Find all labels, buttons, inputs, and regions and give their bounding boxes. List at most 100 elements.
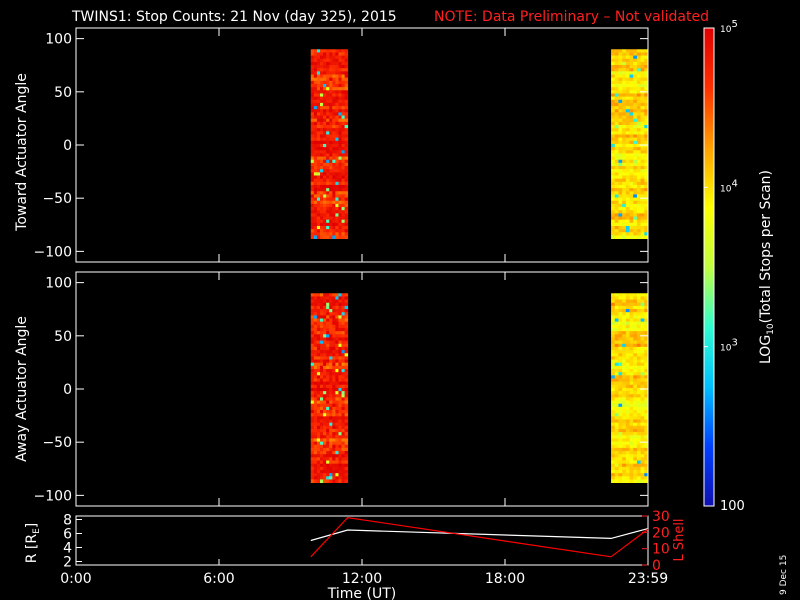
heatmap-cell — [319, 203, 324, 208]
heatmap-cell — [640, 102, 645, 107]
heatmap-cell — [341, 400, 346, 405]
heatmap-cell — [625, 435, 630, 439]
heatmap-cell — [313, 441, 318, 446]
heatmap-cell — [611, 397, 616, 401]
heatmap-cell — [310, 315, 315, 319]
heatmap-cell — [310, 343, 315, 348]
heatmap-cell — [344, 438, 349, 442]
heatmap-cell — [332, 375, 336, 379]
heatmap-cell — [323, 359, 327, 364]
heatmap-cell — [611, 150, 616, 154]
heatmap-cell — [625, 302, 630, 307]
heatmap-cell — [633, 356, 638, 360]
heatmap-cell — [338, 222, 342, 227]
heatmap-cell — [323, 109, 327, 113]
heatmap-cell — [338, 106, 342, 110]
heatmap-cell — [310, 365, 315, 370]
heatmap-cell — [335, 188, 339, 192]
heatmap-cell — [338, 479, 342, 483]
heatmap-cell — [310, 49, 315, 53]
heatmap-cell — [644, 387, 649, 392]
heatmap-cell — [323, 469, 327, 474]
heatmap-cell — [622, 83, 627, 88]
heatmap-cell — [338, 52, 342, 56]
heatmap-cell — [636, 444, 642, 449]
heatmap-cell — [633, 438, 638, 442]
heatmap-cell — [625, 49, 630, 53]
heatmap-cell — [611, 121, 616, 126]
heatmap-cell — [310, 340, 315, 345]
heatmap-cell — [341, 49, 346, 53]
heatmap-cell — [329, 143, 333, 148]
heatmap-cell — [640, 203, 645, 208]
heatmap-cell — [629, 61, 634, 66]
heatmap-cell — [622, 118, 627, 123]
heatmap-cell — [316, 216, 321, 221]
heatmap-cell — [338, 394, 342, 398]
heatmap-cell — [629, 197, 634, 202]
heatmap-cell — [644, 219, 649, 224]
heatmap-cell — [335, 331, 339, 335]
heatmap-cell — [633, 372, 638, 376]
heatmap-cell — [319, 235, 324, 239]
heatmap-cell — [640, 403, 645, 408]
heatmap-cell — [313, 58, 318, 63]
heatmap-cell — [323, 219, 327, 224]
heatmap-cell — [636, 302, 642, 307]
heatmap-cell — [341, 387, 346, 392]
heatmap-cell — [622, 55, 627, 60]
heatmap-cell — [335, 334, 339, 338]
heatmap-cell — [332, 74, 336, 79]
heatmap-cell — [640, 479, 645, 483]
heatmap-cell — [344, 131, 349, 135]
heatmap-cell — [316, 315, 321, 319]
heatmap-cell — [316, 49, 321, 53]
heatmap-cell — [633, 403, 638, 408]
heatmap-cell — [310, 61, 315, 66]
heatmap-cell — [341, 457, 346, 461]
heatmap-cell — [629, 181, 634, 186]
heatmap-cell — [332, 140, 336, 145]
heatmap-cell — [611, 87, 616, 91]
heatmap-cell — [640, 71, 645, 75]
heatmap-cell — [329, 147, 333, 151]
heatmap-cell — [618, 466, 623, 471]
heatmap-cell — [329, 216, 333, 221]
heatmap-cell — [629, 55, 634, 60]
heatmap-cell — [329, 353, 333, 357]
heatmap-cell — [625, 235, 630, 239]
heatmap-cell — [319, 137, 324, 142]
heatmap-cell — [640, 169, 645, 173]
heatmap-cell — [618, 216, 623, 221]
heatmap-cell — [640, 229, 645, 233]
heatmap-cell — [326, 466, 330, 471]
heatmap-cell — [614, 457, 619, 461]
heatmap-cell — [614, 118, 619, 123]
heatmap-cell — [625, 55, 630, 60]
heatmap-cell — [640, 80, 645, 85]
heatmap-cell — [625, 441, 630, 446]
heatmap-cell — [633, 80, 638, 85]
heatmap-cell — [338, 305, 342, 310]
heatmap-cell — [629, 343, 634, 348]
heatmap-cell — [310, 469, 315, 474]
heatmap-cell — [633, 219, 638, 224]
heatmap-cell — [323, 460, 327, 465]
heatmap-cell — [618, 194, 623, 198]
heatmap-cell — [640, 213, 645, 217]
heatmap-cell — [335, 454, 339, 458]
heatmap-cell — [310, 219, 315, 224]
heatmap-cell — [335, 444, 339, 449]
heatmap-cell — [640, 55, 645, 60]
heatmap-cell — [636, 346, 642, 351]
heatmap-cell — [341, 191, 346, 195]
heatmap-cell — [335, 235, 339, 239]
heatmap-cell — [319, 469, 324, 474]
heatmap-cell — [329, 463, 333, 468]
heatmap-cell — [332, 178, 336, 183]
heatmap-cell — [319, 128, 324, 132]
heatmap-cell — [332, 194, 336, 198]
heatmap-cell — [644, 315, 649, 319]
heatmap-cell — [313, 369, 318, 373]
